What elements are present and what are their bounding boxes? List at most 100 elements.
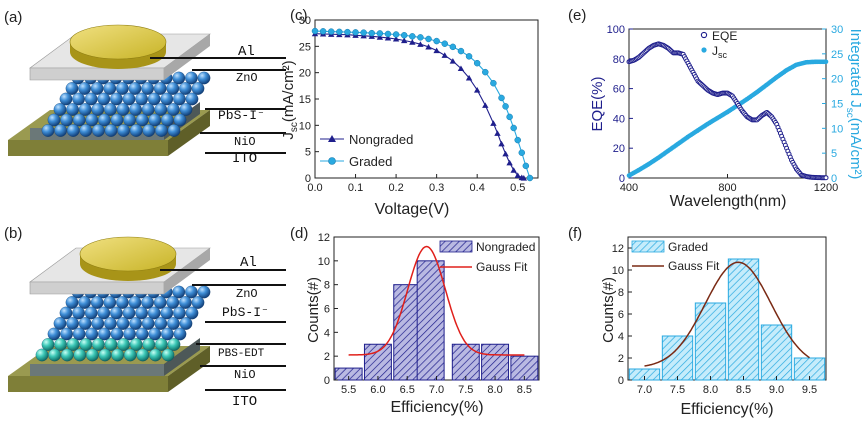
quantum-dot-sphere <box>98 327 111 341</box>
y-tick-label: 0 <box>618 375 624 387</box>
quantum-dot-sphere <box>185 92 199 106</box>
x-tick-label: 7.0 <box>637 384 652 396</box>
quantum-dot-sphere <box>84 92 98 106</box>
quantum-dot-sphere <box>78 82 91 95</box>
y-tick-label: 100 <box>607 24 625 36</box>
right-y-axis-label: Integrated Jsc(mA/cm²) <box>844 29 864 180</box>
quantum-dot-sphere <box>141 103 155 116</box>
gauss-fit-curve <box>348 245 525 356</box>
data-point-nongraded <box>506 159 513 166</box>
quantum-dot-sphere <box>123 348 137 362</box>
data-point-nongraded <box>392 35 400 42</box>
y-tick-label: 12 <box>612 243 624 255</box>
data-point-graded <box>514 136 521 144</box>
quantum-dot-sphere <box>78 317 92 330</box>
quantum-dot-sphere <box>66 103 79 116</box>
data-point-nongraded <box>449 58 457 64</box>
quantum-dot-sphere <box>167 124 181 137</box>
quantum-dot-sphere <box>60 113 73 127</box>
data-point-jsc <box>823 59 829 65</box>
quantum-dot-sphere <box>72 306 85 320</box>
zno-layer-front <box>29 281 165 295</box>
nio-layer-side <box>164 338 200 376</box>
quantum-dot-sphere <box>59 92 73 106</box>
legend: Nongraded Graded <box>320 132 413 169</box>
plot-frame <box>627 236 827 381</box>
x-tick-label: 0.0 <box>307 182 322 194</box>
quantum-dot-sphere <box>179 317 193 330</box>
quantum-dot-sphere <box>167 338 181 351</box>
quantum-dot-sphere <box>53 103 67 116</box>
histogram-bar <box>694 302 727 381</box>
label-zno-a: ZnO <box>236 71 258 85</box>
quantum-dot-sphere <box>122 306 136 320</box>
y-tick-label: 30 <box>299 15 311 27</box>
series-line-graded <box>314 30 531 179</box>
quantum-dot-sphere <box>142 124 156 137</box>
data-point-nongraded <box>376 34 384 40</box>
quantum-dot-sphere <box>116 103 130 116</box>
quantum-dot-sphere <box>85 327 99 341</box>
x-tick-label: 400 <box>620 182 638 194</box>
label-al-a: Al <box>238 44 255 60</box>
y-tick-label: 25 <box>299 41 311 53</box>
quantum-dot-sphere <box>91 103 105 116</box>
panel-letter-e: (e) <box>568 7 586 24</box>
quantum-dot-sphere <box>147 306 161 320</box>
label-pbs-a: PbS-I⁻ <box>218 108 265 123</box>
quantum-dot-sphere <box>103 82 117 95</box>
panel-letter-c: (c) <box>290 7 308 24</box>
quantum-dot-sphere <box>148 113 162 127</box>
data-point-graded <box>327 28 335 35</box>
x-axis-label: Wavelength(nm) <box>670 193 787 210</box>
y-tick-label: 40 <box>613 113 625 125</box>
quantum-dot-sphere <box>172 71 186 85</box>
quantum-dot-sphere <box>141 317 155 330</box>
quantum-dot-sphere <box>185 71 198 85</box>
y-tick-label: 20 <box>299 68 311 80</box>
panel-letter-b: (b) <box>4 225 22 242</box>
quantum-dot-sphere <box>110 113 124 127</box>
y-tick-label: 0 <box>619 173 625 185</box>
quantum-dot-sphere <box>47 113 61 127</box>
data-point-nongraded <box>417 41 424 47</box>
quantum-dot-sphere <box>161 113 174 127</box>
y-tick-label: 0 <box>324 375 330 387</box>
legend: Nongraded Gauss Fit <box>439 240 535 274</box>
quantum-dot-sphere <box>160 306 174 320</box>
legend-label-nongraded: Nongraded <box>476 240 535 254</box>
x-tick-label: 800 <box>718 182 736 194</box>
y-tick-label: 5 <box>305 147 311 159</box>
data-point-graded <box>336 28 343 36</box>
data-point-graded <box>409 33 416 40</box>
quantum-dot-sphere <box>128 82 142 95</box>
quantum-dot-sphere <box>197 285 211 299</box>
data-point-nongraded <box>514 172 521 178</box>
legend-label-jsc: Jsc <box>712 44 728 60</box>
quantum-dot-sphere <box>135 306 148 320</box>
quantum-dot-sphere <box>191 296 205 309</box>
quantum-dot-sphere <box>97 306 111 320</box>
zno-layer-front <box>29 67 165 81</box>
ito-layer-front <box>8 140 168 156</box>
y-tick-label: 5 <box>831 148 837 160</box>
y-tick-label: 8 <box>324 280 330 292</box>
x-axis-label: Efficiency(%) <box>390 399 483 416</box>
y-tick-label: 30 <box>831 24 843 36</box>
quantum-dot-sphere <box>173 113 187 127</box>
data-point-eqe <box>823 175 829 181</box>
y-tick-label: 0 <box>305 173 311 185</box>
quantum-dot-sphere <box>111 348 124 362</box>
quantum-dot-sphere <box>97 92 111 106</box>
y-axis-label: Counts(#) <box>305 277 322 343</box>
quantum-dot-sphere <box>104 124 118 137</box>
quantum-dot-sphere <box>153 82 167 95</box>
histogram-bar <box>416 260 445 381</box>
quantum-dot-sphere <box>72 113 86 127</box>
x-tick-label: 0.3 <box>429 182 444 194</box>
quantum-dot-sphere <box>54 338 67 351</box>
y-tick-label: 2 <box>618 353 624 365</box>
y-axis-label: Jsc(mA/cm²) <box>280 60 300 139</box>
quantum-dot-sphere <box>103 296 117 309</box>
